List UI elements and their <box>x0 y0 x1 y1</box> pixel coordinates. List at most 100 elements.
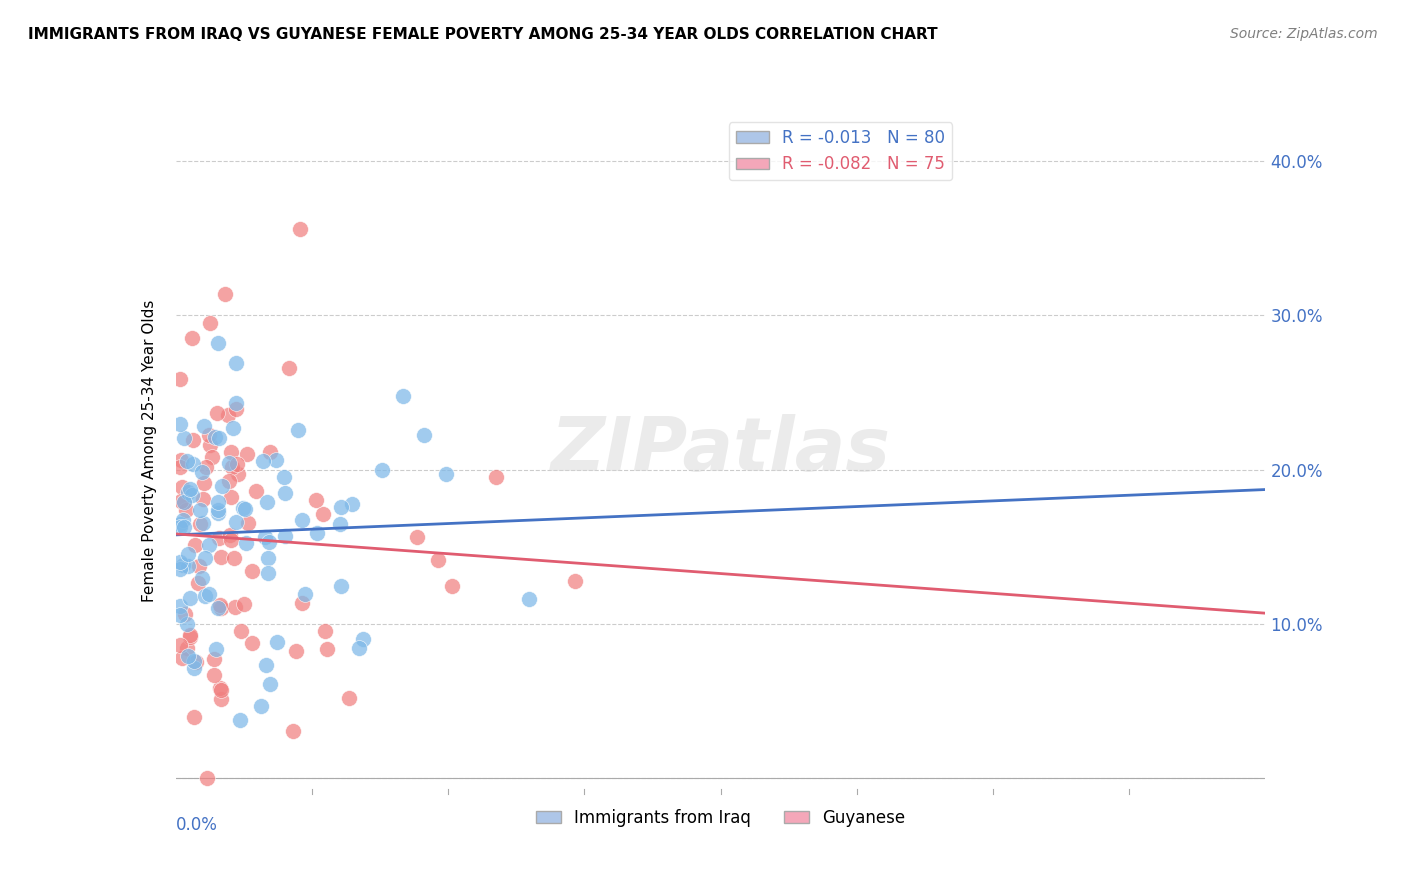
Point <box>259 445 281 459</box>
Point <box>194 551 217 566</box>
Point <box>169 371 191 385</box>
Point <box>233 502 256 516</box>
Point <box>209 600 232 615</box>
Point <box>329 517 352 532</box>
Point <box>436 467 458 482</box>
Point <box>225 516 247 530</box>
Point <box>219 528 242 542</box>
Point <box>169 459 191 474</box>
Point <box>176 503 198 517</box>
Point <box>219 445 242 459</box>
Point <box>274 486 297 500</box>
Point <box>183 434 205 448</box>
Point <box>312 507 335 521</box>
Point <box>204 641 226 656</box>
Point <box>245 484 267 499</box>
Point <box>205 407 228 421</box>
Point <box>169 516 191 531</box>
Point <box>226 457 249 471</box>
Point <box>228 467 250 481</box>
Point <box>254 657 277 672</box>
Point <box>172 651 194 665</box>
Point <box>218 456 240 470</box>
Point <box>273 529 295 543</box>
Point <box>169 555 191 569</box>
Point <box>240 564 263 578</box>
Text: ZIPatlas: ZIPatlas <box>551 414 890 487</box>
Point <box>179 628 201 642</box>
Text: Source: ZipAtlas.com: Source: ZipAtlas.com <box>1230 27 1378 41</box>
Point <box>315 641 337 656</box>
Point <box>352 632 374 647</box>
Point <box>176 548 198 562</box>
Point <box>169 599 191 613</box>
Point <box>193 419 215 434</box>
Point <box>224 599 246 614</box>
Point <box>209 691 232 706</box>
Point <box>207 495 229 509</box>
Point <box>183 660 205 674</box>
Point <box>314 624 336 638</box>
Point <box>183 654 205 668</box>
Point <box>200 316 222 330</box>
Point <box>176 616 198 631</box>
Point <box>291 596 314 610</box>
Point <box>172 480 194 494</box>
Point <box>564 574 586 588</box>
Legend: Immigrants from Iraq, Guyanese: Immigrants from Iraq, Guyanese <box>529 802 912 834</box>
Point <box>204 430 226 444</box>
Point <box>198 538 221 552</box>
Point <box>209 682 232 697</box>
Point <box>250 698 273 713</box>
Point <box>225 401 247 416</box>
Point <box>179 631 201 645</box>
Point <box>207 506 229 520</box>
Point <box>197 428 219 442</box>
Text: 0.0%: 0.0% <box>176 816 218 834</box>
Point <box>208 431 231 445</box>
Point <box>236 447 259 461</box>
Point <box>176 454 198 468</box>
Point <box>257 566 280 581</box>
Point <box>235 535 257 549</box>
Point <box>207 531 229 545</box>
Point <box>222 551 245 566</box>
Point <box>173 607 195 622</box>
Point <box>195 772 218 786</box>
Point <box>218 475 240 489</box>
Point <box>183 710 205 724</box>
Point <box>207 503 229 517</box>
Point <box>188 559 211 574</box>
Point <box>257 550 280 565</box>
Point <box>177 485 200 500</box>
Point <box>426 552 449 566</box>
Point <box>179 482 201 496</box>
Point <box>214 287 236 301</box>
Point <box>190 572 212 586</box>
Point <box>198 587 221 601</box>
Point <box>184 538 207 552</box>
Point <box>219 533 242 548</box>
Point <box>236 516 259 530</box>
Point <box>225 356 247 370</box>
Point <box>173 496 195 510</box>
Point <box>391 389 413 403</box>
Point <box>264 453 287 467</box>
Point <box>188 517 211 532</box>
Point <box>219 490 242 504</box>
Point <box>253 530 276 544</box>
Point <box>187 576 209 591</box>
Point <box>285 644 308 658</box>
Point <box>342 497 364 511</box>
Point <box>188 503 211 517</box>
Point <box>193 476 215 491</box>
Point <box>195 460 218 475</box>
Point <box>406 529 429 543</box>
Point <box>181 457 204 471</box>
Point <box>202 651 225 665</box>
Point <box>181 487 204 501</box>
Point <box>266 635 288 649</box>
Point <box>184 655 207 669</box>
Point <box>208 598 231 612</box>
Point <box>211 478 233 492</box>
